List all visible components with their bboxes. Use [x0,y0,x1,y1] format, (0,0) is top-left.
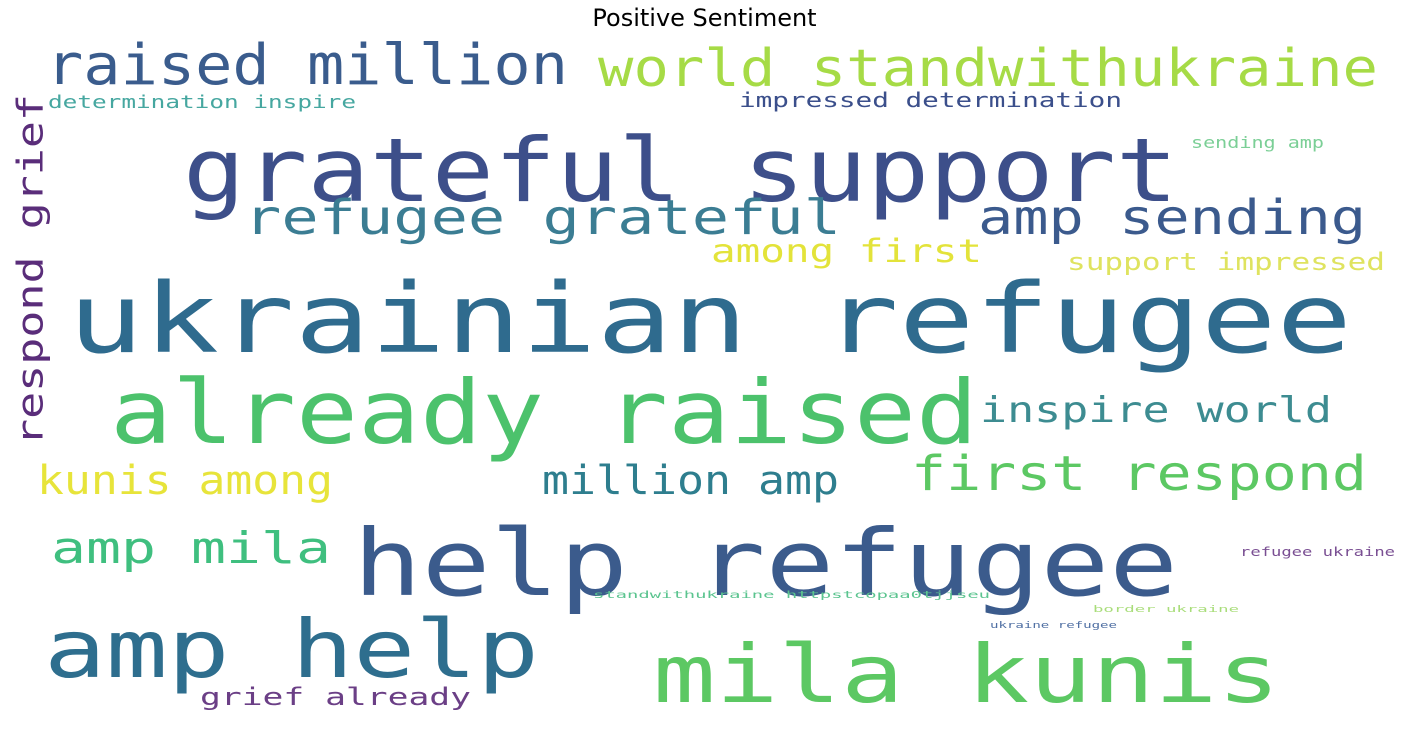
chart-title: Positive Sentiment [592,4,817,32]
word-million-amp: million amp [542,458,839,504]
word-help-refugee: help refugee [353,510,1178,617]
word-first-respond: first respond [911,446,1367,502]
word-kunis-among: kunis among [37,458,333,504]
word-impressed-determination: impressed determination [739,88,1122,112]
word-determination-inspire: determination inspire [48,92,356,113]
word-respond-grief: respond grief [11,94,52,446]
word-amp-sending: amp sending [978,190,1366,246]
word-refugee-grateful: refugee grateful [244,190,841,246]
word-among-first: among first [711,232,982,270]
word-amp-help: amp help [44,603,539,696]
word-grief-already: grief already [200,683,471,711]
word-ukraine-refugee: ukraine refugee [990,621,1117,631]
word-sending-amp: sending amp [1191,133,1324,152]
word-border-ukraine: border ukraine [1093,605,1239,615]
word-mila-kunis: mila kunis [653,628,1280,721]
word-ukrainian-refugee: ukrainian refugee [68,263,1352,375]
word-refugee-ukraine: refugee ukraine [1240,545,1395,559]
word-standwithukraine-httpstcopaa0tjjseu: standwithukraine httpstcopaa0tjjseu [593,590,990,601]
word-raised-million: raised million [46,33,568,98]
word-world-standwithukraine: world standwithukraine [598,39,1378,99]
word-already-raised: already raised [110,361,978,464]
word-inspire-world: inspire world [980,390,1332,431]
word-grateful-support: grateful support [183,119,1178,222]
word-support-impressed: support impressed [1067,248,1385,276]
word-amp-mila: amp mila [51,523,331,574]
